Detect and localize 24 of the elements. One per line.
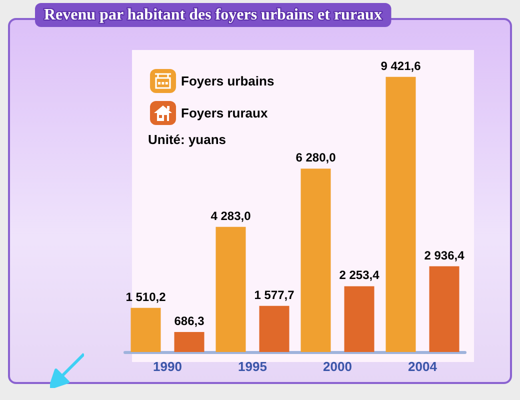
bar xyxy=(386,76,416,352)
legend-label: Foyers urbains xyxy=(181,74,274,88)
data-label: 9 421,6 xyxy=(380,58,422,73)
x-tick-label: 1995 xyxy=(238,359,267,374)
legend-label: Foyers ruraux xyxy=(181,106,268,120)
data-label: 6 280,0 xyxy=(296,150,336,165)
x-tick-label: 2000 xyxy=(323,359,352,374)
bar xyxy=(300,168,331,352)
bar xyxy=(259,306,290,352)
chart-title: Revenu par habitant des foyers urbains et ruraux xyxy=(44,6,382,24)
data-label: 4 283,0 xyxy=(210,208,252,223)
data-label: 2 253,4 xyxy=(339,268,380,282)
data-label: 686,3 xyxy=(174,314,205,328)
data-label: 1 577,7 xyxy=(254,288,295,302)
x-tick-label: 2004 xyxy=(408,359,438,374)
annotation: Unité: yuans xyxy=(148,132,226,147)
bar xyxy=(429,266,460,352)
bar xyxy=(216,226,246,352)
bar xyxy=(130,308,161,352)
data-label: 2 936,4 xyxy=(424,248,465,262)
x-tick-label: 1990 xyxy=(153,359,182,374)
bar xyxy=(174,332,204,352)
bar xyxy=(344,286,374,352)
data-label: 1 510,2 xyxy=(126,290,166,304)
